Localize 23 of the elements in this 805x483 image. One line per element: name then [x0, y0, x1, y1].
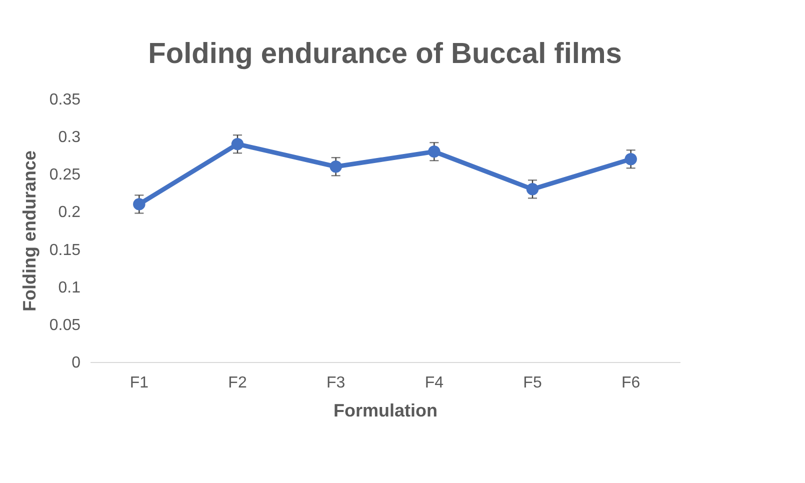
x-tick-label: F2: [228, 374, 247, 392]
x-tick-label: F1: [130, 374, 149, 392]
point: [526, 183, 539, 196]
point: [133, 198, 146, 210]
x-tick-label: F4: [424, 374, 444, 392]
y-tick-label: 0.05: [49, 316, 81, 334]
y-tick-label: 0.35: [49, 92, 81, 108]
y-tick-label: 0.1: [58, 279, 81, 296]
point: [428, 145, 440, 158]
y-tick-label: 0.25: [49, 166, 81, 184]
point: [231, 138, 244, 150]
y-tick-label: 0.15: [49, 242, 81, 259]
x-tick-label: F3: [326, 374, 346, 392]
chart-title: Folding endurance of Buccal films: [148, 38, 622, 70]
x-tick-label: F5: [523, 374, 542, 392]
x-tick-label: F6: [621, 374, 640, 392]
point: [330, 160, 342, 173]
point: [624, 153, 637, 166]
y-tick-label: 0: [72, 354, 81, 372]
y-tick-label: 0.2: [58, 204, 81, 222]
y-axis-title: Folding endurance: [19, 150, 40, 312]
x-axis-title: Formulation: [334, 400, 438, 420]
y-tick-label: 0.3: [58, 129, 81, 146]
